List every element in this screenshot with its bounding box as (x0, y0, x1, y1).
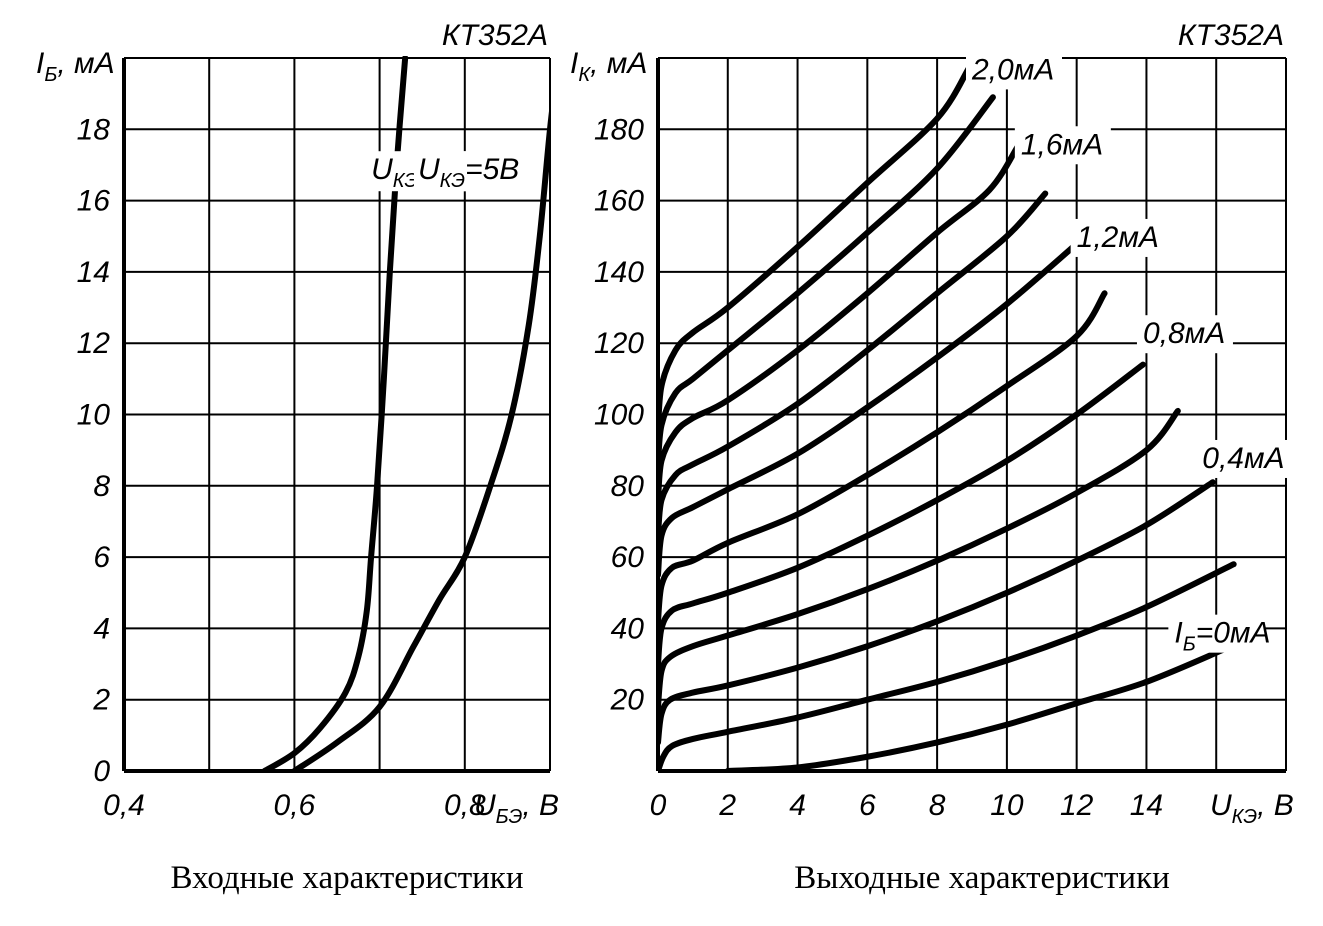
y-tick-label: 80 (611, 470, 645, 503)
series-line (724, 646, 1227, 773)
x-axis-label-sub: БЭ (496, 806, 523, 828)
series-label-sub: КЭ (393, 170, 419, 192)
x-tick-label: 8 (929, 789, 946, 822)
x-tick-label: 0,6 (274, 789, 316, 822)
series-line (658, 65, 972, 436)
x-tick-label: 0 (650, 789, 667, 822)
x-axis-label-rest: , В (522, 789, 559, 822)
y-tick-label: 20 (610, 684, 645, 717)
y-tick-label: 8 (93, 470, 110, 503)
series-group (261, 56, 550, 773)
curve-label: 0,8мА (1143, 317, 1225, 350)
x-tick-label: 6 (859, 789, 876, 822)
y-tick-label: 2 (92, 684, 110, 717)
series-line (261, 56, 409, 773)
series-line (658, 407, 1181, 710)
curve-label-sub: Б (1183, 634, 1196, 656)
x-axis-label-sub: КЭ (1232, 806, 1258, 828)
y-axis-label-sub: Б (44, 64, 57, 86)
y-tick-label: 10 (77, 399, 111, 432)
series-line (658, 479, 1216, 746)
series-line (658, 144, 1021, 507)
curve-label: IБ=0мА (1174, 617, 1270, 656)
series-group (658, 65, 1237, 773)
curve-label-bg (1136, 315, 1233, 354)
chart-title: КТ352А (1178, 19, 1284, 52)
y-tick-label: 18 (77, 113, 111, 146)
y-tick-label: 0 (93, 755, 110, 788)
x-axis-label-main: U (474, 789, 496, 822)
series-line (658, 290, 1108, 625)
y-tick-label: 120 (594, 327, 644, 360)
series-label-sub: КЭ (440, 170, 466, 192)
series-label: UКЭ=5В (418, 153, 519, 192)
y-tick-label: 140 (594, 256, 644, 289)
curve-label: 1,2мА (1077, 221, 1159, 254)
y-axis-label-rest: , мА (590, 47, 647, 80)
x-tick-label: 14 (1130, 789, 1163, 822)
grid (123, 57, 551, 772)
y-axis-label-main: I (36, 47, 44, 80)
y-axis-label-main: I (570, 47, 578, 80)
y-tick-label: 16 (77, 185, 111, 218)
curve-label-main: I (1174, 617, 1182, 650)
y-tick-label: 100 (594, 399, 644, 432)
x-axis-label-rest: , В (1257, 789, 1294, 822)
y-tick-label: 6 (93, 541, 110, 574)
curve-label-bg (1196, 439, 1293, 478)
series-label-bg (413, 151, 526, 192)
y-tick-label: 14 (77, 256, 110, 289)
y-tick-label: 60 (611, 541, 645, 574)
curve-label-bg (966, 51, 1062, 90)
y-tick-label: 4 (93, 612, 110, 645)
curve-label-rest: =0мА (1196, 617, 1271, 650)
chart-title: КТ352А (442, 19, 548, 52)
x-tick-label: 0,4 (103, 789, 145, 822)
curve-label: 1,6мА (1021, 128, 1103, 161)
y-axis-label: IБ, мА (36, 47, 115, 86)
x-axis-label-main: U (1210, 789, 1232, 822)
curve-label: 0,4мА (1202, 442, 1284, 475)
x-axis-label: UКЭ, В (1210, 789, 1294, 828)
grid (657, 57, 1287, 772)
y-axis-label-rest: , мА (57, 47, 114, 80)
x-tick-label: 0,8 (444, 789, 486, 822)
series-line (658, 243, 1077, 578)
series-line (658, 361, 1146, 668)
y-tick-label: 160 (594, 185, 644, 218)
series-label-rest: =5В (465, 153, 519, 186)
output-characteristics-chart: 20 40 60 80 100 120 140 160 180 0 2 4 6 8 10 12 14 КТ352А… (570, 19, 1294, 896)
series-line (658, 94, 996, 471)
chart-caption: Входные характеристики (171, 860, 524, 896)
x-axis-label: UБЭ, В (474, 789, 559, 828)
y-axis-label-sub: К (578, 64, 591, 86)
y-tick-label: 40 (611, 612, 645, 645)
y-tick-label: 180 (594, 113, 644, 146)
chart-caption: Выходные характеристики (794, 860, 1170, 896)
x-tick-label: 12 (1060, 789, 1094, 822)
series-label-main: U (371, 153, 393, 186)
series-line (658, 561, 1237, 773)
x-tick-label: 10 (990, 789, 1024, 822)
curve-label-bg (1070, 218, 1167, 257)
y-axis-label: IК, мА (570, 47, 647, 86)
series-label-main: U (418, 153, 440, 186)
series-line (658, 190, 1049, 543)
x-tick-label: 4 (789, 789, 806, 822)
curve-label-bg (1168, 614, 1265, 653)
series-line (291, 102, 550, 773)
curve-label: 2,0мА (971, 53, 1054, 86)
curve-label-bg (1014, 126, 1111, 165)
x-tick-label: 2 (718, 789, 736, 822)
y-tick-label: 12 (77, 327, 111, 360)
